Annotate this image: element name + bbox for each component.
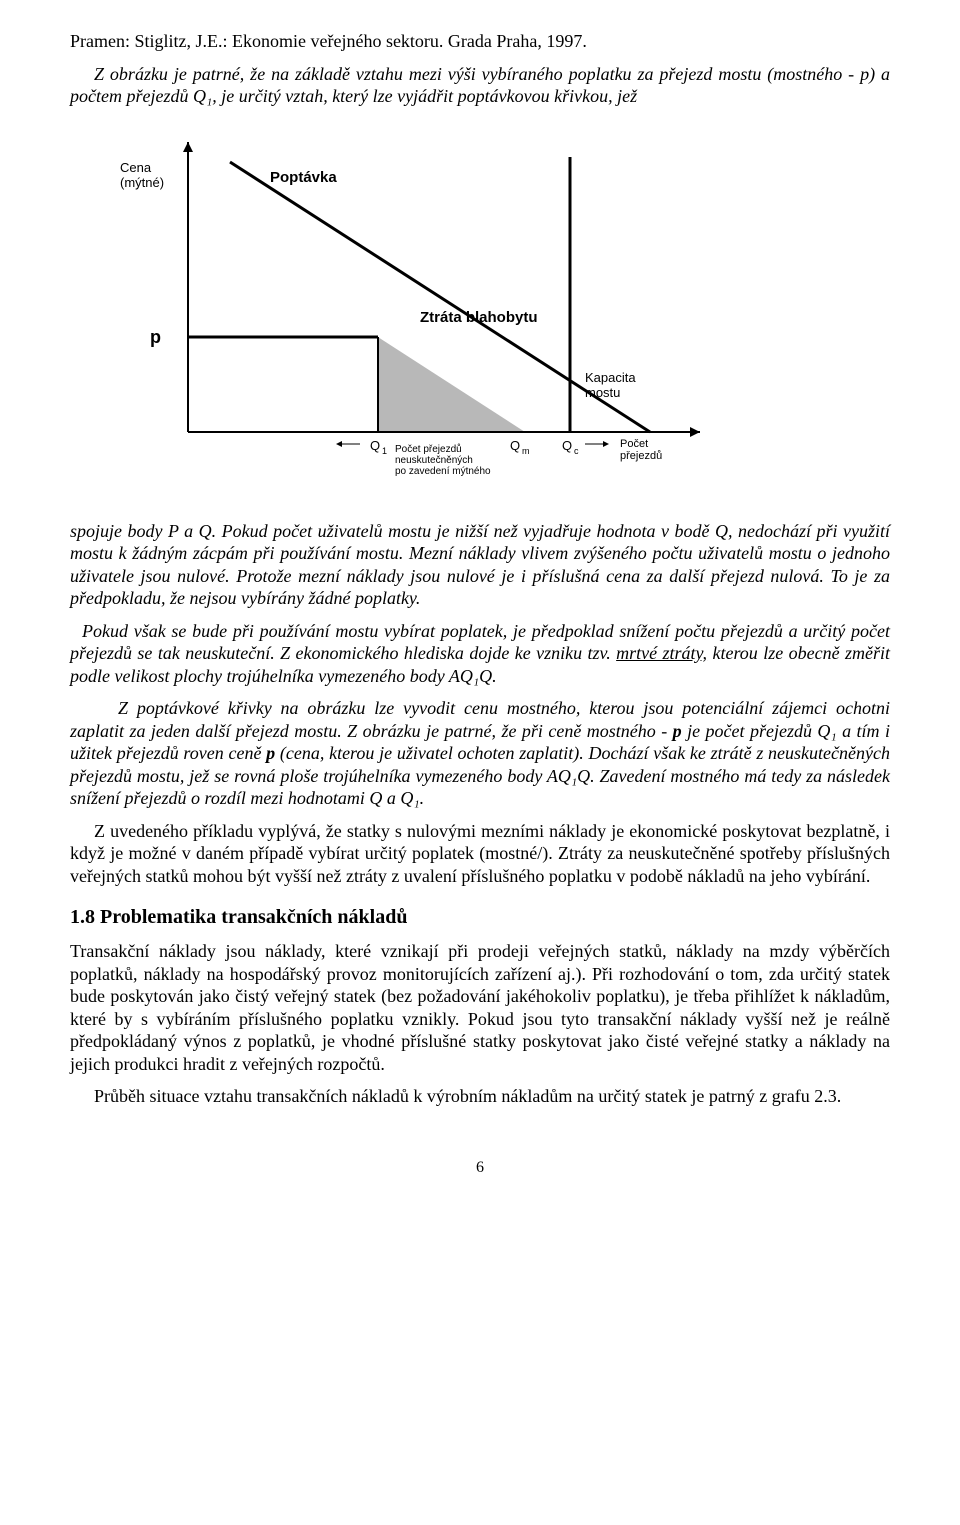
body-italic-para-3: Z poptávkové křivky na obrázku lze vyvod… [70,697,890,810]
svg-text:přejezdů: přejezdů [620,450,662,462]
intro-paragraph: Z obrázku je patrné, že na základě vztah… [70,63,890,108]
body-italic-para-2: Pokud však se bude při používání mostu v… [70,620,890,688]
source-line: Pramen: Stiglitz, J.E.: Ekonomie veřejné… [70,30,890,53]
body-paragraph-graph-ref: Průběh situace vztahu transakčních nákla… [70,1085,890,1108]
svg-text:neuskutečněných: neuskutečněných [395,455,473,466]
svg-text:p: p [150,327,161,347]
svg-text:Q: Q [370,438,380,453]
p-bold-2: p [266,743,275,763]
svg-text:Poptávka: Poptávka [270,169,337,186]
p-bold-1: p [673,721,682,741]
svg-text:po zavedení mýtného: po zavedení mýtného [395,466,491,477]
svg-text:Ztráta blahobytu: Ztráta blahobytu [420,309,538,326]
svg-text:c: c [574,446,579,456]
svg-text:Q: Q [562,438,572,453]
svg-text:Cena: Cena [120,160,152,175]
section-heading: 1.8 Problematika transakčních nákladů [70,905,890,930]
dead-loss-underline: mrtvé ztráty, [616,643,707,663]
svg-text:Kapacita: Kapacita [585,370,636,385]
svg-text:Počet přejezdů: Počet přejezdů [395,443,462,455]
body-paragraph-transaction: Transakční náklady jsou náklady, které v… [70,940,890,1075]
bridge-demand-chart: Cena(mýtné) p Poptávka Ztráta blahobytu Kapa… [110,122,890,502]
svg-text:Počet: Počet [620,438,648,450]
page-number: 6 [70,1158,890,1178]
svg-text:(mýtné): (mýtné) [120,175,164,190]
body-italic-para-1: spojuje body P a Q. Pokud počet uživatel… [70,520,890,610]
svg-text:mostu: mostu [585,385,620,400]
svg-text:m: m [522,446,530,456]
svg-text:Q: Q [510,438,520,453]
svg-text:1: 1 [382,446,387,456]
body-paragraph-conclusion: Z uvedeného příkladu vyplývá, že statky … [70,820,890,888]
